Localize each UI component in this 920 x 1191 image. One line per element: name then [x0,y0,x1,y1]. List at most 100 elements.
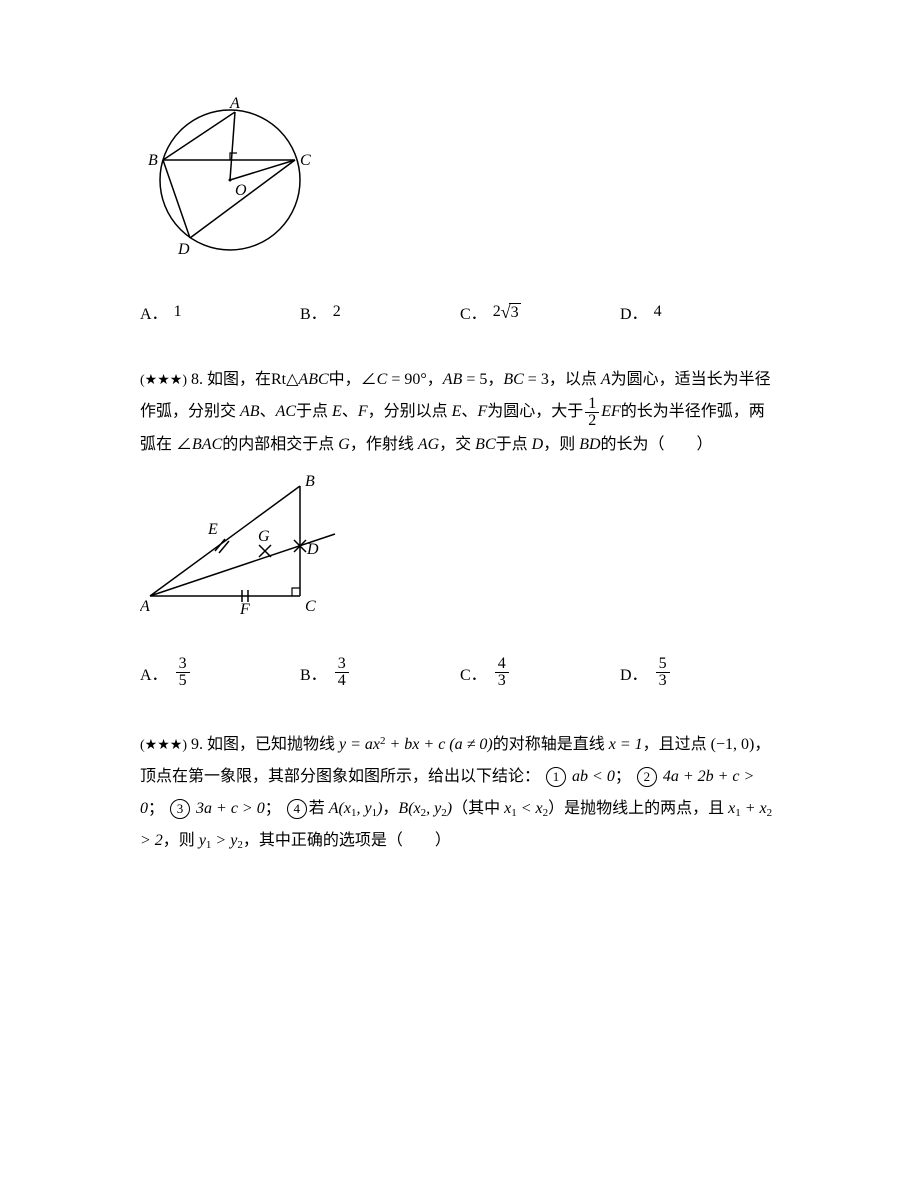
t: ，分别以点 [368,403,452,420]
t: = 90°， [387,371,442,388]
fraction-icon: 53 [656,656,670,689]
t: F [358,403,368,420]
t: A [601,371,611,388]
opt-label: C． [460,661,487,685]
label-E: E [207,521,218,538]
t: E [332,403,342,420]
opt-label: D． [620,661,648,685]
t: ，其中正确的选项是（ ） [243,832,451,849]
opt-label: B． [300,300,327,324]
t: AB [443,371,463,388]
t: BAC [192,436,222,453]
fraction-icon: 34 [335,656,349,689]
t: ，作射线 [350,436,418,453]
t: 为圆心，大于 [487,403,583,420]
t: 的内部相交于点 [222,436,338,453]
opt-label: C． [460,300,487,324]
q8-options: A． 35 B． 34 C． 43 D． 53 [140,656,780,689]
t: ，则 [163,832,199,849]
circled-2-icon: 2 [637,767,657,787]
label-A: A [229,95,240,112]
t: x1 < x2 [504,800,548,817]
t: ）是抛物线上的两点，且 [548,800,728,817]
t: AB [240,403,260,420]
t: 的对称轴是直线 [493,736,609,753]
circled-3-icon: 3 [170,799,190,819]
opt-label: A． [140,300,168,324]
circled-4-icon: 4 [287,799,307,819]
opt-value-prefix: 2 [493,303,501,321]
t: 于点 [296,403,332,420]
opt-value: 4 [654,303,662,321]
page: A B C D O A． 1 B． 2 C． 2 √3 D． 4 (★★★ [0,0,920,925]
label-A: A [140,598,150,615]
label-G: G [258,528,270,545]
t: = 3，以点 [524,371,601,388]
q7-options: A． 1 B． 2 C． 2 √3 D． 4 [140,300,780,324]
q8-option-C[interactable]: C． 43 [460,656,620,689]
t: (a ≠ 0) [449,736,492,753]
fraction-icon: 43 [495,656,509,689]
label-C: C [300,152,311,169]
fraction-icon: 35 [176,656,190,689]
t: ，且过点 [643,736,711,753]
label-B: B [305,473,315,490]
t: BC [475,436,495,453]
t: ，交 [439,436,475,453]
t: ab < 0 [572,768,615,785]
t: D [532,436,544,453]
t: ，则 [543,436,579,453]
q9-stem: (★★★) 9. 如图，已知抛物线 y = ax2 + bx + c (a ≠ … [140,729,780,857]
q8-stem: (★★★) 8. 如图，在Rt△ABC中，∠C = 90°，AB = 5，BC … [140,364,780,461]
t: C [377,371,388,388]
t: G [338,436,350,453]
label-B: B [148,152,158,169]
fraction-icon: 12 [585,396,599,429]
sqrt-icon: √3 [501,303,521,322]
t: x = 1 [609,736,643,753]
q7-circle-diagram: A B C D O [140,90,340,265]
q7-figure: A B C D O [140,90,780,270]
t: 如图，在Rt△ [207,371,298,388]
label-D: D [177,241,190,258]
t: AC [276,403,296,420]
t: 3a + c > 0 [196,800,265,817]
label-D: D [306,541,319,558]
t: F [477,403,487,420]
t: AG [418,436,439,453]
t: (−1, 0) [711,736,755,753]
t: 若 [309,800,329,817]
difficulty-stars: (★★★) [140,373,187,388]
q8-triangle-diagram: A C B D E F G [140,471,350,621]
t: E [452,403,462,420]
q8-option-A[interactable]: A． 35 [140,656,300,689]
difficulty-stars: (★★★) [140,738,187,753]
t: y1 > y2 [199,832,243,849]
q7-option-D[interactable]: D． 4 [620,300,780,324]
label-O: O [235,182,247,199]
q7-option-C[interactable]: C． 2 √3 [460,300,620,324]
q-number: 9. [191,736,203,753]
q-number: 8. [191,371,203,388]
t: A(x1, y1) [329,800,383,817]
q8-figure: A C B D E F G [140,471,780,626]
t: 中，∠ [329,371,377,388]
t: B(x2, y2) [398,800,452,817]
q7-option-B[interactable]: B． 2 [300,300,460,324]
q7-option-A[interactable]: A． 1 [140,300,300,324]
t: 的长为（ ） [601,436,713,453]
t: EF [601,403,621,420]
opt-label: B． [300,661,327,685]
t: （其中 [452,800,504,817]
t: 如图，已知抛物线 [207,736,339,753]
t: ABC [298,371,328,388]
q8-option-B[interactable]: B． 34 [300,656,460,689]
opt-label: A． [140,661,168,685]
t: BD [579,436,600,453]
circled-1-icon: 1 [546,767,566,787]
label-C: C [305,598,316,615]
opt-value: 2 [333,303,341,321]
label-F: F [239,601,250,618]
q8-option-D[interactable]: D． 53 [620,656,780,689]
t: 于点 [496,436,532,453]
